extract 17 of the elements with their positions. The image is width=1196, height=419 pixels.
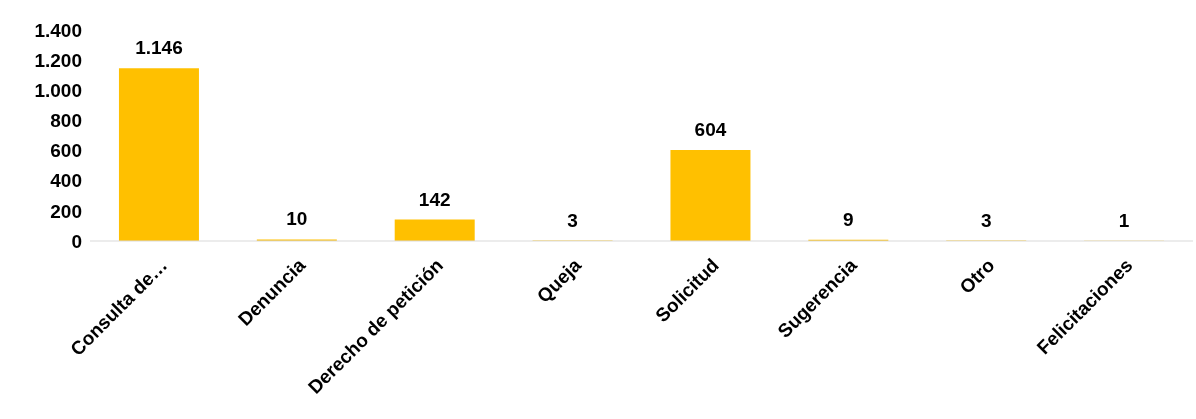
y-tick-label: 600 [50, 140, 82, 162]
data-label: 142 [418, 188, 451, 210]
data-label: 10 [286, 208, 308, 230]
y-tick-label: 1.000 [34, 80, 82, 102]
x-tick-label: Otro [955, 254, 999, 298]
data-label: 1 [1118, 209, 1130, 231]
y-tick-label: 0 [71, 230, 82, 252]
y-tick-label: 800 [50, 110, 82, 132]
y-tick-label: 1.400 [34, 19, 82, 41]
y-tick-label: 200 [50, 200, 82, 222]
data-label: 604 [694, 118, 727, 140]
data-label: 1.146 [135, 37, 183, 59]
data-label: 9 [843, 208, 854, 230]
y-tick-label: 400 [50, 170, 82, 192]
y-tick-label: 1.200 [34, 49, 82, 71]
data-label: 3 [980, 209, 992, 231]
data-label: 3 [567, 209, 578, 231]
